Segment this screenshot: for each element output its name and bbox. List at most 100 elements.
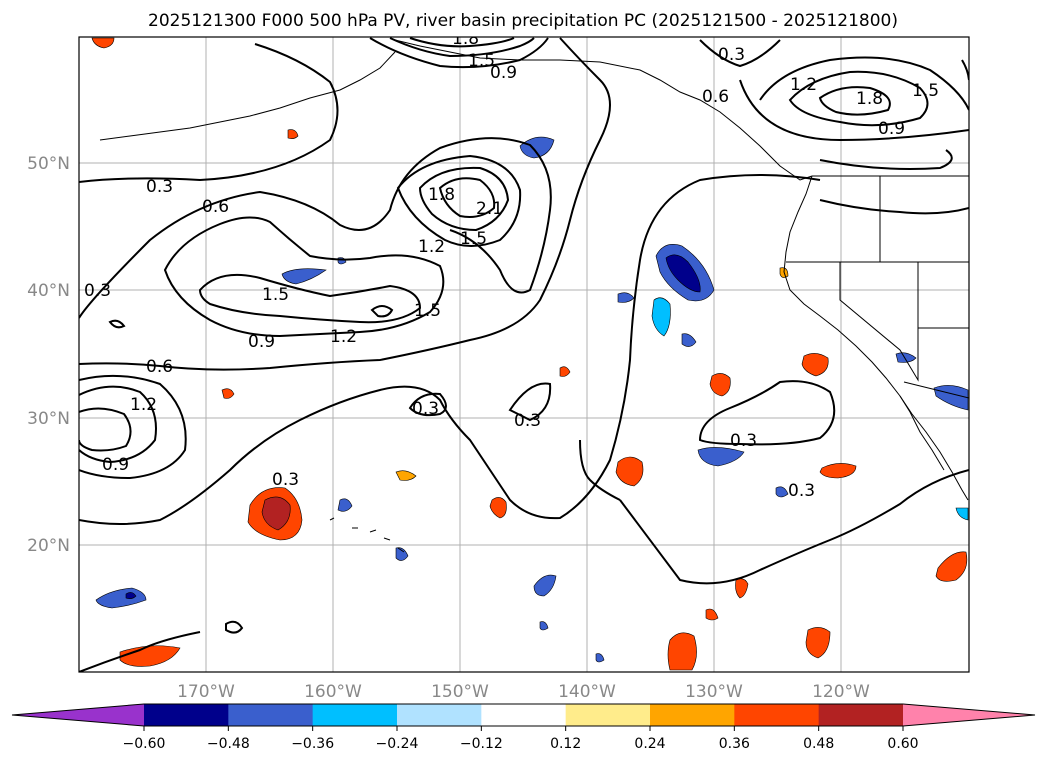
pv-contour <box>389 37 535 58</box>
contour-labels: 0.3 0.6 1.5 1.2 0.9 1.8 2.1 1.5 1.2 1.5 … <box>84 29 939 501</box>
colorbar: −0.60 −0.48 −0.36 −0.24 −0.12 0.12 0.24 0.36 0.4… <box>11 703 1036 752</box>
precip-positive-patch <box>735 578 749 599</box>
colorbar-bin <box>312 704 398 726</box>
precip-positive-patch <box>395 470 417 481</box>
precip-positive-patch <box>221 388 235 399</box>
pv-contour <box>108 319 126 329</box>
contour-label: 0.9 <box>102 455 129 475</box>
pv-contour <box>198 273 422 324</box>
colorbar-tick-label: 0.24 <box>634 736 665 752</box>
colorbar-tick-label: 0.48 <box>803 736 834 752</box>
colorbar-tick-label: 0.36 <box>719 736 750 752</box>
pv-contour <box>79 174 821 525</box>
map-frame <box>78 36 970 673</box>
longitude-labels: 170°W 160°W 150°W 140°W 130°W 120°W <box>177 682 870 702</box>
contour-label: 0.3 <box>730 431 757 451</box>
lon-label-130w: 130°W <box>685 682 743 702</box>
colorbar-over-arrow <box>903 704 1035 726</box>
precip-negative-core <box>665 254 701 293</box>
precip-negative-patch <box>281 268 327 285</box>
pv-contour <box>698 380 836 446</box>
pv-contour <box>370 305 394 318</box>
contour-label: 1.2 <box>418 237 445 257</box>
pv-contour <box>818 86 891 116</box>
pv-contour <box>788 70 929 127</box>
precip-positive-patch <box>615 456 644 487</box>
pv-contour <box>79 407 132 452</box>
contour-label: 1.8 <box>452 29 479 49</box>
colorbar-tick-label: −0.24 <box>376 736 419 752</box>
precip-positive-patch <box>709 373 731 397</box>
pv-contour <box>79 43 339 183</box>
precip-negative-patch <box>337 498 353 512</box>
precip-negative-patch <box>595 653 605 663</box>
precip-positive-core <box>261 496 291 531</box>
precip-positive-patch <box>805 627 831 659</box>
precip-positive-patch <box>801 353 829 377</box>
contour-label: 0.3 <box>84 281 111 301</box>
contour-label: 1.5 <box>912 81 939 101</box>
contour-label: 1.2 <box>330 327 357 347</box>
pv-contour <box>508 382 552 422</box>
colorbar-tick-label: 0.12 <box>550 736 581 752</box>
precip-positive-patch <box>559 366 571 377</box>
contour-label: 1.8 <box>428 185 455 205</box>
pv-contour <box>225 620 244 634</box>
contour-label: 0.6 <box>146 357 173 377</box>
lat-label-40n: 40°N <box>27 281 70 301</box>
lon-label-140w: 140°W <box>558 682 616 702</box>
precip-negative-patch <box>955 507 969 521</box>
map-panel: 0.3 0.6 1.5 1.2 0.9 1.8 2.1 1.5 1.2 1.5 … <box>78 29 970 673</box>
colorbar-tick-label: −0.36 <box>291 736 334 752</box>
contour-label: 1.5 <box>468 51 495 71</box>
contour-label: 0.9 <box>878 119 905 139</box>
precip-negative-patch <box>651 297 671 337</box>
colorbar-tick-label: 0.60 <box>887 736 918 752</box>
colorbar-tick-label: −0.48 <box>207 736 250 752</box>
precip-negative-patch <box>895 352 917 363</box>
precip-positive-patch <box>819 463 857 479</box>
pv-contour <box>619 469 969 585</box>
figure-title: 2025121300 F000 500 hPa PV, river basin … <box>148 11 898 31</box>
colorbar-bin <box>397 704 482 726</box>
precip-anomaly-shading <box>91 37 969 671</box>
contour-label: 0.3 <box>788 481 815 501</box>
precip-positive-patch <box>489 497 507 519</box>
pv-contour <box>396 154 522 247</box>
pv-contours <box>79 37 969 672</box>
colorbar-tick-label: −0.60 <box>123 736 166 752</box>
pv-contour <box>759 56 969 111</box>
pv-contour <box>438 177 496 218</box>
state-border <box>839 262 919 382</box>
contour-label: 1.2 <box>790 75 817 95</box>
pv-contour <box>418 166 510 232</box>
contour-label: 0.6 <box>702 87 729 107</box>
west-coast <box>783 175 969 501</box>
contour-label: 0.6 <box>202 197 229 217</box>
pv-contour <box>739 79 969 142</box>
contour-label: 0.3 <box>146 177 173 197</box>
lat-label-20n: 20°N <box>27 536 70 556</box>
pv-contour <box>819 149 953 170</box>
contour-label: 0.9 <box>490 63 517 83</box>
pv-contour <box>79 374 187 480</box>
lon-label-150w: 150°W <box>431 682 489 702</box>
colorbar-bin <box>734 704 820 726</box>
colorbar-bin <box>650 704 735 726</box>
pv-contour <box>79 137 552 319</box>
lat-label-30n: 30°N <box>27 409 70 429</box>
baja-peninsula <box>899 395 945 471</box>
contour-label: 0.3 <box>718 45 745 65</box>
pv-contour <box>409 37 515 48</box>
coastlines <box>99 39 969 553</box>
pv-contour <box>79 631 201 672</box>
contour-label: 0.3 <box>514 411 541 431</box>
pv-contour <box>819 199 969 215</box>
precip-negative-patch <box>539 621 549 631</box>
colorbar-bin <box>228 704 314 726</box>
hawaii-islands <box>329 517 405 553</box>
precip-positive-patch <box>667 632 697 671</box>
precip-positive-patch <box>91 37 115 49</box>
pv-contour <box>579 439 621 501</box>
